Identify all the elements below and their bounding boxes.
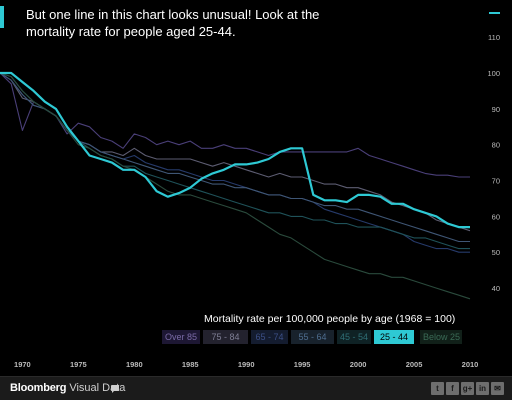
y-tick-label: 110 [488,33,500,42]
line-chart: 40 50 60 70 80 90 100 110 1970 1975 1980 1985 1990 19… [0,33,500,369]
legend-button-65-74[interactable]: 65 - 74 [251,330,288,344]
x-tick-label: 1985 [182,360,199,369]
y-tick-label: 70 [492,177,500,186]
legend-button-55-64[interactable]: 55 - 64 [291,330,334,344]
y-tick-label: 90 [492,105,500,114]
brand-name: Bloomberg [10,382,67,394]
email-icon[interactable]: ✉ [491,382,504,395]
chart-subtitle: Mortality rate per 100,000 people by age… [204,313,456,325]
y-tick-label: 80 [492,141,500,150]
comment-icon[interactable] [111,385,119,393]
x-tick-label: 1980 [126,360,143,369]
legend-button-over-85[interactable]: Over 85 [162,330,200,344]
y-tick-label: 50 [492,248,500,257]
google-plus-icon[interactable]: g+ [461,382,474,395]
accent-bar [0,6,4,28]
linkedin-icon[interactable]: in [476,382,489,395]
x-tick-label: 1990 [238,360,255,369]
y-tick-label: 40 [492,284,500,293]
x-tick-label: 1995 [294,360,311,369]
x-tick-label: 1975 [70,360,87,369]
legend-button-25-44[interactable]: 25 - 44 [374,330,414,344]
headline: But one line in this chart looks unusual… [26,7,320,39]
twitter-icon[interactable]: t [431,382,444,395]
series-line-below-25 [0,72,471,300]
facebook-icon[interactable]: f [446,382,459,395]
legend-button-45-54[interactable]: 45 - 54 [337,330,371,344]
x-tick-label: 2005 [406,360,423,369]
footer: Bloomberg Visual Data t f g+ in ✉ [0,376,512,400]
menu-dash-icon[interactable] [489,12,500,14]
series-line-65-74 [0,72,470,253]
legend-button-75-84[interactable]: 75 - 84 [203,330,248,344]
series-line-55-64 [0,72,470,243]
y-tick-label: 100 [487,69,500,78]
x-tick-label: 2000 [350,360,367,369]
brand-logo[interactable]: Bloomberg Visual Data [10,382,125,394]
y-tick-label: 60 [492,212,500,221]
series-line-75-84 [0,72,471,232]
legend-button-below-25[interactable]: Below 25 [420,330,462,344]
series-line-over-85 [0,72,470,178]
series-line-25-44 [0,71,470,229]
x-tick-label: 2010 [462,360,479,369]
x-tick-label: 1970 [14,360,31,369]
chart-area: 40 50 60 70 80 90 100 110 1970 1975 1980 1985 1990 19… [0,33,500,369]
